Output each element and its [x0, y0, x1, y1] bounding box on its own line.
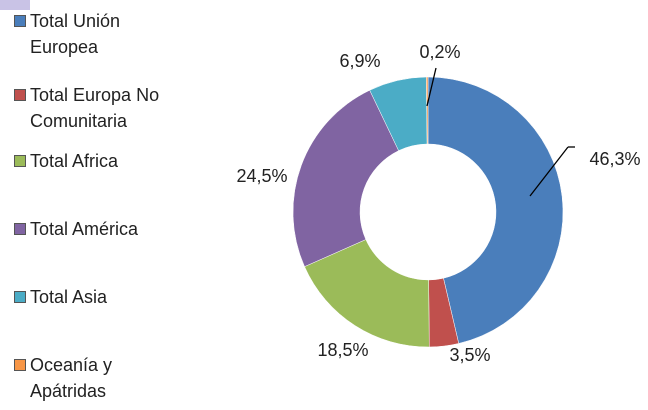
- data-label: 18,5%: [317, 340, 368, 360]
- legend-swatch: [14, 155, 26, 167]
- slice: [426, 76, 429, 145]
- legend-label: Total Europa No Comunitaria: [30, 85, 160, 131]
- legend-item: Total América: [14, 216, 224, 242]
- leader-line: [426, 67, 437, 107]
- legend-item: Oceanía y Apátridas: [14, 352, 224, 404]
- legend-item: Total Europa No Comunitaria: [14, 82, 224, 134]
- legend-swatch: [14, 89, 26, 101]
- legend-item: Total Africa: [14, 148, 224, 174]
- legend-swatch: [14, 359, 26, 371]
- legend-swatch: [14, 15, 26, 27]
- legend-label: Total América: [30, 219, 139, 239]
- data-label: 24,5%: [236, 166, 287, 186]
- leader-line: [529, 146, 569, 197]
- legend-item: Total Asia: [14, 284, 224, 310]
- legend-label: Oceanía y Apátridas: [30, 355, 113, 401]
- corner-tab: [0, 0, 30, 10]
- slice: [304, 239, 430, 348]
- data-label: 6,9%: [339, 51, 380, 71]
- slice: [427, 76, 564, 344]
- slice: [292, 89, 399, 267]
- legend-label: Total Unión Europea: [30, 11, 121, 57]
- data-label: 3,5%: [449, 345, 490, 365]
- data-label: 46,3%: [589, 149, 640, 169]
- legend-label: Total Africa: [30, 151, 119, 171]
- legend-swatch: [14, 223, 26, 235]
- legend-swatch: [14, 291, 26, 303]
- legend-item: Total Unión Europea: [14, 8, 224, 60]
- legend-label: Total Asia: [30, 287, 108, 307]
- data-label: 0,2%: [419, 42, 460, 62]
